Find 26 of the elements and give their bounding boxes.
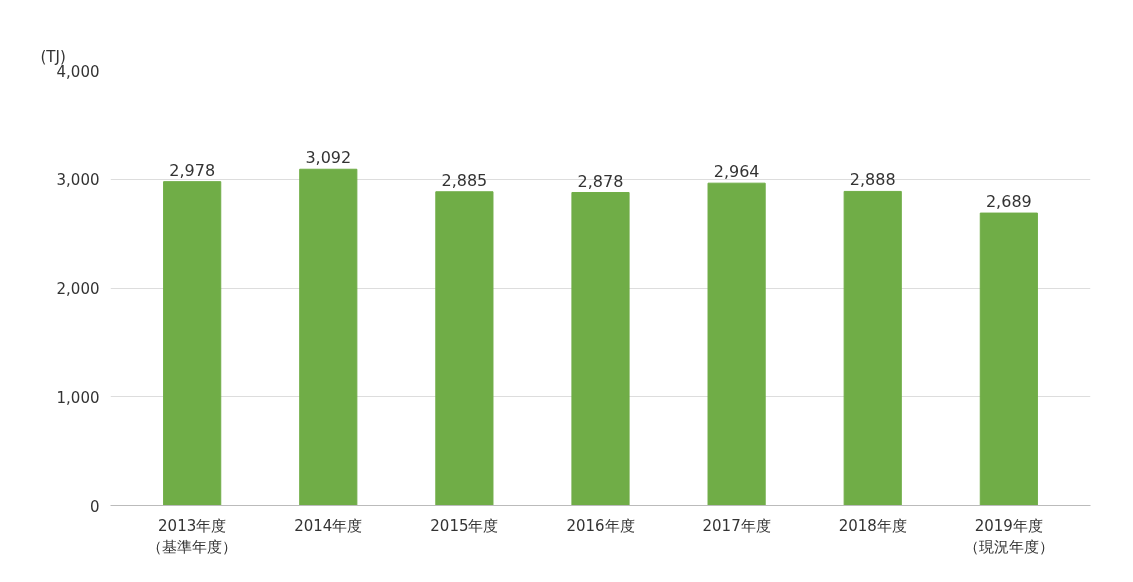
x-tick-label: 2017年度 (702, 516, 771, 535)
data-label: 2,978 (169, 160, 216, 180)
bar (163, 181, 222, 506)
y-axis-title: (TJ) (40, 47, 66, 66)
x-tick-label: 2018年度 (838, 516, 907, 535)
y-tick-label: 3,000 (56, 171, 100, 190)
x-tick-label: 2016年度 (566, 516, 635, 535)
bar (843, 190, 902, 506)
x-tick-label: 2014年度 (294, 516, 363, 535)
data-label: 2,885 (441, 170, 488, 190)
y-tick-label: 1,000 (56, 388, 100, 407)
data-label: 2,888 (849, 170, 896, 190)
data-label: 2,878 (577, 171, 624, 191)
y-tick-label: 0 (89, 497, 100, 516)
x-tick-label: 2013年度（基準年度） (147, 516, 238, 557)
data-label: 2,964 (713, 162, 760, 182)
data-label: 3,092 (305, 148, 352, 168)
y-tick-label: 2,000 (56, 280, 100, 298)
bar (707, 182, 766, 506)
data-label: 2,689 (985, 192, 1032, 212)
bar (435, 191, 494, 506)
x-tick-label: 2015年度 (430, 516, 499, 535)
bar (571, 192, 630, 506)
bar (299, 168, 358, 506)
x-tick-label: 2019年度（現況年度） (963, 516, 1054, 557)
bar (979, 212, 1038, 506)
